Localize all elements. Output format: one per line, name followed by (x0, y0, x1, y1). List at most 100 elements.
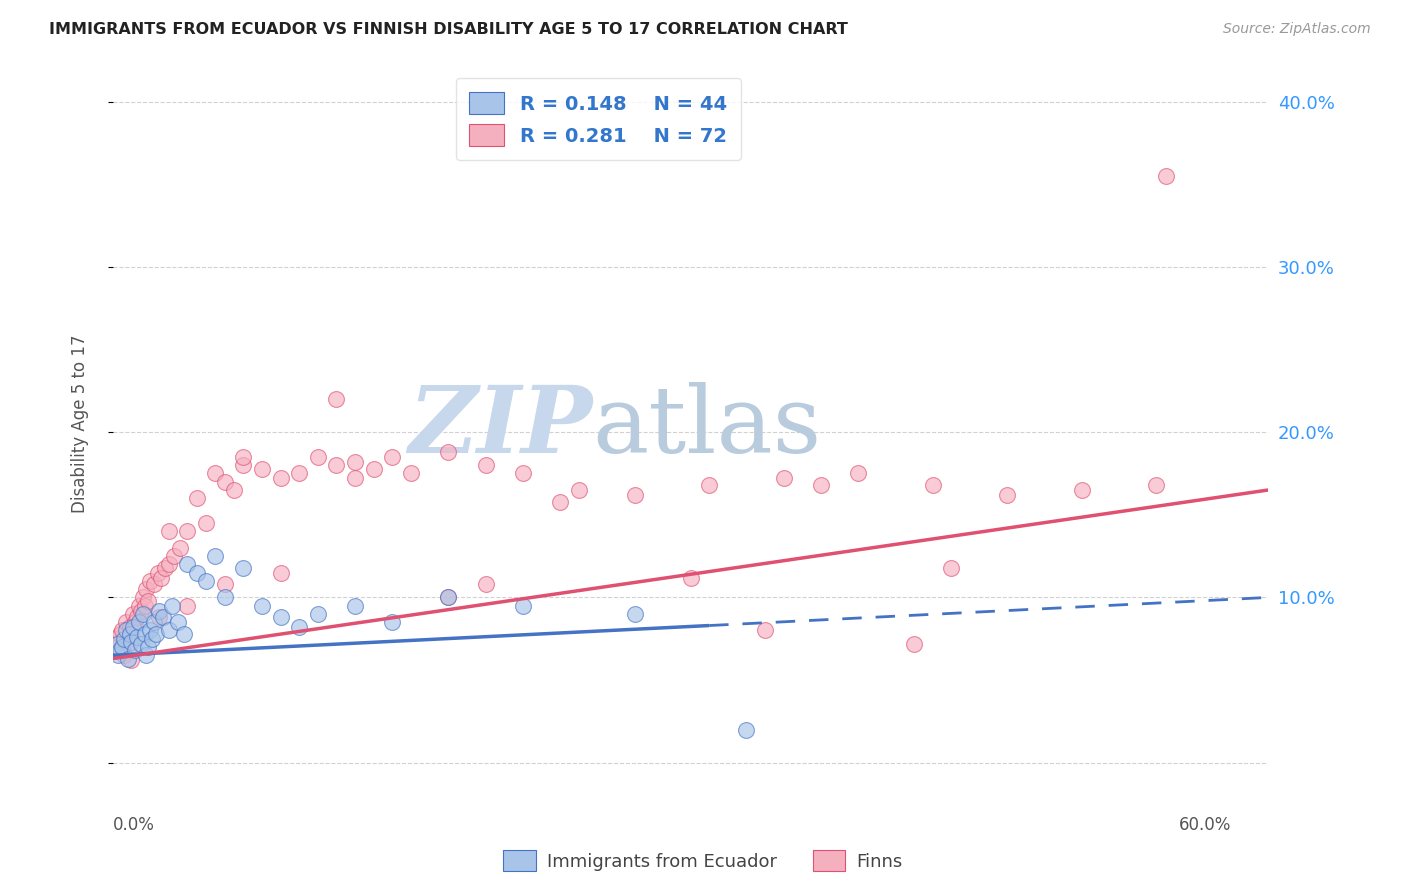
Point (118, 620, 141, 634)
Text: IMMIGRANTS FROM ECUADOR VS FINNISH DISABILITY AGE 5 TO 17 CORRELATION CHART: IMMIGRANTS FROM ECUADOR VS FINNISH DISAB… (49, 22, 848, 37)
Point (474, 458, 496, 473)
Point (162, 599, 184, 613)
Point (107, 637, 129, 651)
Point (139, 574, 162, 588)
Text: atlas: atlas (592, 383, 821, 473)
Point (474, 577, 496, 591)
Point (754, 624, 776, 638)
Point (270, 471, 292, 485)
Point (232, 458, 254, 473)
Point (152, 610, 174, 624)
Point (136, 593, 159, 607)
Text: 60.0%: 60.0% (1178, 815, 1230, 834)
Point (145, 627, 167, 641)
Point (148, 610, 170, 624)
Point (995, 488, 1018, 502)
Point (136, 640, 159, 654)
Text: ZIP: ZIP (408, 383, 592, 473)
Point (232, 450, 254, 464)
Point (107, 648, 129, 663)
Point (112, 632, 135, 646)
Point (142, 615, 165, 630)
Point (104, 632, 127, 646)
Point (325, 458, 347, 473)
Point (163, 549, 186, 563)
Legend: Immigrants from Ecuador, Finns: Immigrants from Ecuador, Finns (496, 843, 910, 879)
Point (125, 630, 148, 644)
Point (325, 392, 347, 406)
Point (381, 615, 404, 630)
Point (846, 467, 869, 481)
Point (167, 615, 190, 630)
Point (121, 653, 143, 667)
Point (437, 591, 460, 605)
Point (122, 620, 145, 634)
Point (176, 599, 198, 613)
Point (124, 643, 146, 657)
Point (112, 648, 135, 663)
Point (134, 599, 156, 613)
Point (111, 640, 134, 654)
Point (204, 467, 226, 481)
Point (111, 624, 134, 638)
Point (697, 478, 720, 492)
Point (679, 571, 702, 585)
Point (128, 615, 150, 630)
Point (122, 607, 145, 621)
Point (124, 615, 146, 630)
Point (135, 648, 157, 663)
Point (148, 604, 170, 618)
Point (941, 560, 963, 574)
Point (186, 566, 208, 580)
Point (214, 475, 236, 489)
Point (131, 607, 153, 621)
Point (173, 627, 195, 641)
Point (134, 627, 156, 641)
Point (195, 516, 218, 530)
Point (344, 455, 367, 469)
Point (135, 582, 157, 597)
Point (307, 450, 329, 464)
Point (157, 524, 180, 539)
Point (232, 560, 254, 574)
Point (195, 574, 218, 588)
Point (250, 599, 273, 613)
Point (772, 471, 794, 485)
Point (105, 637, 128, 651)
Point (214, 577, 236, 591)
Point (250, 461, 273, 475)
Point (735, 723, 758, 737)
Point (1144, 478, 1167, 492)
Point (157, 624, 180, 638)
Text: 0.0%: 0.0% (112, 815, 155, 834)
Point (512, 599, 534, 613)
Point (363, 461, 385, 475)
Point (118, 627, 141, 641)
Point (110, 627, 132, 641)
Point (381, 450, 404, 464)
Point (1070, 483, 1092, 497)
Point (141, 632, 163, 646)
Point (129, 637, 152, 651)
Text: Source: ZipAtlas.com: Source: ZipAtlas.com (1223, 22, 1371, 37)
Point (128, 599, 150, 613)
Point (344, 471, 367, 485)
Point (142, 577, 165, 591)
Point (214, 591, 236, 605)
Point (810, 478, 832, 492)
Point (129, 604, 152, 618)
Point (157, 558, 180, 572)
Point (146, 566, 169, 580)
Point (121, 628, 143, 642)
Point (568, 483, 591, 497)
Point (288, 467, 311, 481)
Point (117, 651, 139, 665)
Point (344, 599, 367, 613)
Point (288, 620, 311, 634)
Point (139, 624, 162, 638)
Point (307, 607, 329, 621)
Point (512, 467, 534, 481)
Y-axis label: Disability Age 5 to 17: Disability Age 5 to 17 (72, 334, 89, 513)
Point (399, 467, 422, 481)
Point (115, 624, 138, 638)
